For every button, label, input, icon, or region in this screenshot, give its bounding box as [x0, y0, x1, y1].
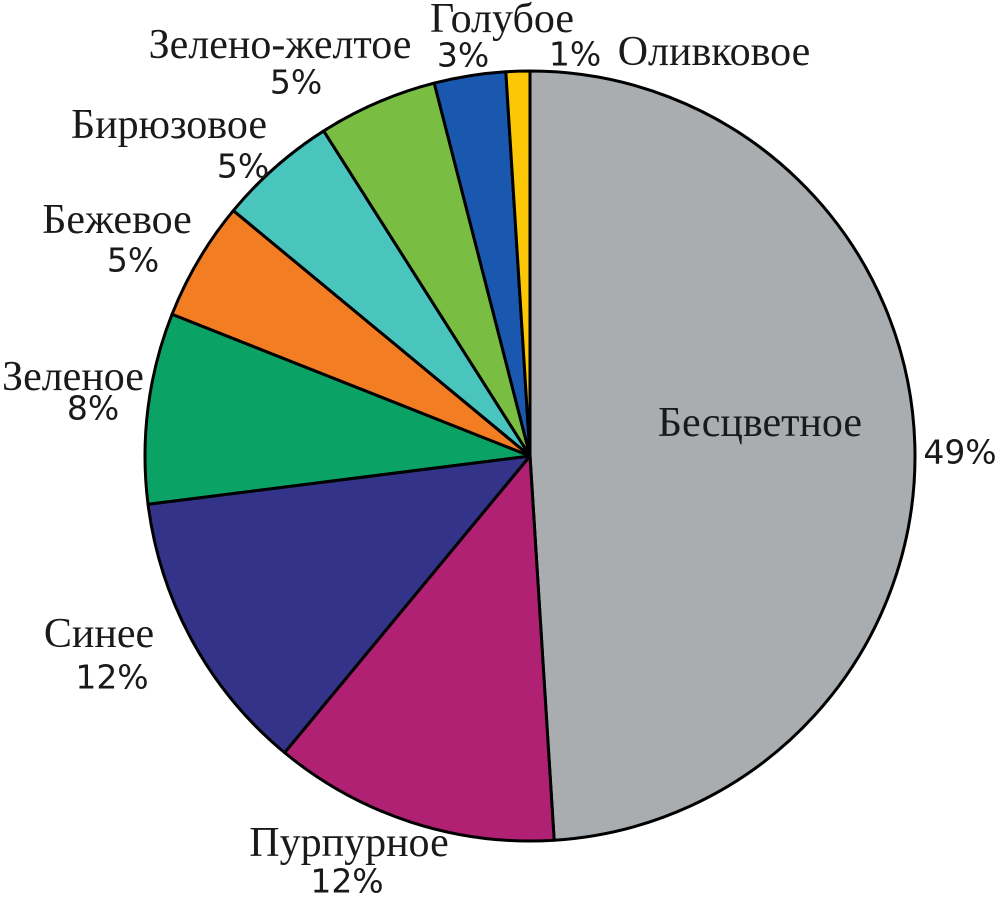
slice-pct-green: 8%	[66, 388, 120, 428]
slice-pct-purple: 12%	[310, 861, 384, 897]
pie-slice-8	[504, 69, 532, 458]
slice-label-colorless: Бесцветное	[657, 400, 863, 446]
pie-slice-0	[528, 69, 917, 842]
slice-pct-green-yellow: 5%	[269, 62, 323, 102]
slice-label-light-blue: Голубое	[430, 0, 574, 42]
slice-label-beige: Бежевое	[42, 197, 192, 243]
slice-pct-colorless: 49%	[923, 432, 997, 472]
pie-slice-1	[283, 454, 556, 843]
slice-label-purple: Пурпурное	[249, 820, 449, 866]
slice-label-green: Зеленое	[2, 354, 144, 400]
slice-label-blue: Синее	[43, 611, 155, 657]
pie-slice-3	[143, 312, 532, 506]
slice-pct-light-blue: 3%	[436, 35, 490, 75]
slice-pct-beige: 5%	[106, 240, 160, 280]
slice-pct-olive: 1%	[548, 34, 602, 74]
pie-slice-2	[146, 454, 532, 755]
slice-label-turquoise: Бирюзовое	[70, 102, 268, 148]
slice-pct-blue: 12%	[75, 657, 149, 697]
slice-pct-turquoise: 5%	[216, 146, 270, 186]
slice-label-olive: Оливковое	[617, 29, 811, 75]
slice-label-green-yellow: Зелено-желтое	[148, 22, 412, 68]
